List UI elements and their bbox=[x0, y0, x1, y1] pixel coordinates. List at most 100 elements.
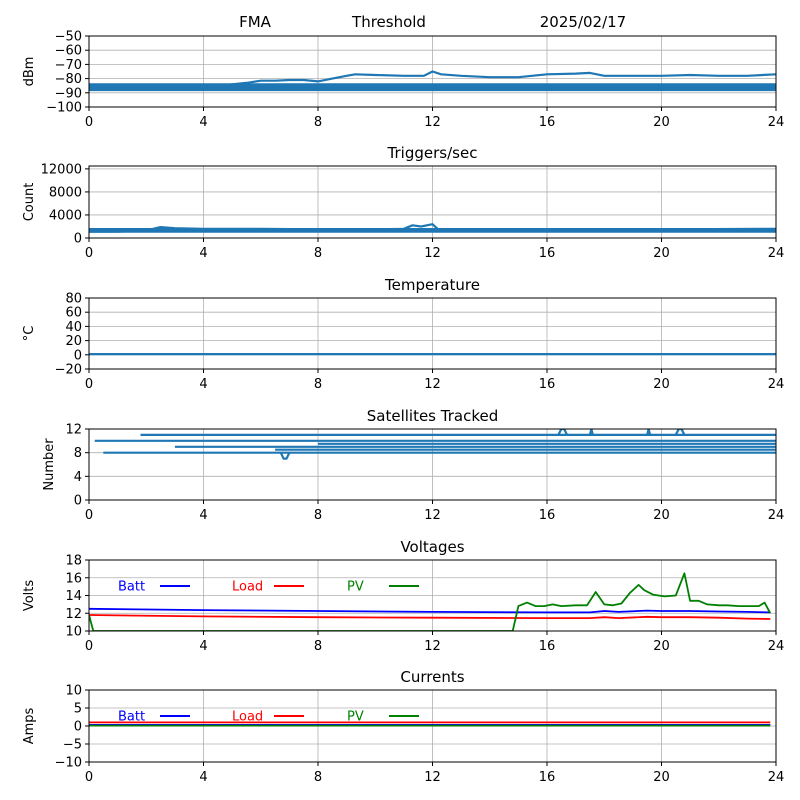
x-tick-label: 8 bbox=[314, 639, 322, 654]
x-tick-label: 0 bbox=[85, 246, 93, 261]
x-tick-label: 16 bbox=[539, 246, 556, 261]
y-tick-label: 0 bbox=[74, 348, 82, 363]
panel-title: Currents bbox=[400, 668, 464, 686]
series-group bbox=[94, 429, 776, 460]
y-tick-label: 80 bbox=[65, 292, 82, 307]
legend-label-batt: Batt bbox=[118, 710, 145, 725]
x-tick-label: 8 bbox=[314, 770, 322, 785]
x-tick-label: 24 bbox=[768, 639, 785, 654]
series-line-10 bbox=[646, 429, 652, 436]
y-tick-label: −80 bbox=[55, 72, 82, 87]
y-tick-label: 0 bbox=[74, 494, 82, 509]
series-group bbox=[89, 721, 771, 727]
x-tick-label: 16 bbox=[539, 115, 556, 130]
series-line-8 bbox=[557, 429, 568, 436]
y-tick-label: −60 bbox=[55, 44, 82, 59]
series-line-batt bbox=[89, 607, 771, 614]
x-tick-label: 4 bbox=[199, 246, 207, 261]
x-tick-label: 20 bbox=[653, 246, 670, 261]
legend-label-batt: Batt bbox=[118, 580, 145, 595]
y-axis-label: °C bbox=[22, 326, 37, 342]
panel-5: 0 4 8 12 16 20 24 10 12 14 16 18 Voltages Volts Batt Lo… bbox=[22, 538, 784, 654]
x-tick-label: 12 bbox=[424, 246, 441, 261]
y-tick-label: 12000 bbox=[41, 162, 82, 177]
y-tick-label: 10 bbox=[65, 625, 82, 640]
series-group bbox=[89, 70, 776, 92]
y-tick-label: 12 bbox=[65, 423, 82, 438]
legend-label-pv: PV bbox=[347, 710, 364, 725]
panel-6: 0 4 8 12 16 20 24 −10 −5 0 5 10 Currents Amps Batt Load… bbox=[22, 668, 784, 785]
y-tick-label: 4000 bbox=[49, 208, 82, 223]
y-tick-label: −10 bbox=[55, 756, 82, 771]
x-tick-label: 20 bbox=[653, 770, 670, 785]
y-tick-label: −50 bbox=[55, 30, 82, 45]
panel-title: Triggers/sec bbox=[387, 144, 478, 162]
legend-label-load: Load bbox=[232, 710, 263, 725]
x-tick-label: 12 bbox=[424, 508, 441, 523]
x-tick-label: 0 bbox=[85, 639, 93, 654]
y-tick-label: 5 bbox=[74, 702, 82, 717]
x-tick-label: 12 bbox=[424, 377, 441, 392]
panel-title: Satellites Tracked bbox=[367, 407, 498, 425]
x-tick-label: 20 bbox=[653, 377, 670, 392]
x-tick-label: 4 bbox=[199, 115, 207, 130]
x-tick-label: 24 bbox=[768, 770, 785, 785]
x-tick-label: 4 bbox=[199, 377, 207, 392]
y-tick-label: −20 bbox=[55, 363, 82, 378]
x-tick-label: 12 bbox=[424, 770, 441, 785]
x-tick-label: 8 bbox=[314, 246, 322, 261]
x-tick-label: 24 bbox=[768, 377, 785, 392]
panel-2: 0 4 8 12 16 20 24 0 4000 8000 12000 Triggers/sec Cou… bbox=[22, 144, 784, 261]
y-tick-label: 18 bbox=[65, 554, 82, 569]
x-tick-label: 4 bbox=[199, 770, 207, 785]
x-tick-label: 0 bbox=[85, 115, 93, 130]
x-tick-label: 20 bbox=[653, 508, 670, 523]
y-tick-label: 8 bbox=[74, 446, 82, 461]
y-axis-label: Volts bbox=[22, 580, 37, 612]
x-tick-label: 8 bbox=[314, 508, 322, 523]
y-axis-label: Number bbox=[42, 438, 57, 491]
x-tick-label: 12 bbox=[424, 115, 441, 130]
y-tick-label: 14 bbox=[65, 589, 82, 604]
y-tick-label: 20 bbox=[65, 334, 82, 349]
x-tick-label: 24 bbox=[768, 246, 785, 261]
y-tick-label: 12 bbox=[65, 607, 82, 622]
x-tick-label: 4 bbox=[199, 639, 207, 654]
legend-label-pv: PV bbox=[347, 580, 364, 595]
y-axis-label: dBm bbox=[22, 57, 37, 87]
header-date: 2025/02/17 bbox=[540, 13, 626, 31]
x-tick-label: 0 bbox=[85, 377, 93, 392]
y-tick-label: −100 bbox=[46, 101, 82, 116]
x-tick-label: 16 bbox=[539, 639, 556, 654]
y-tick-label: −70 bbox=[55, 58, 82, 73]
series-line-11 bbox=[674, 429, 686, 436]
header-site: FMA bbox=[239, 13, 272, 31]
y-tick-label: −5 bbox=[63, 738, 82, 753]
x-tick-label: 12 bbox=[424, 639, 441, 654]
y-tick-label: 40 bbox=[65, 320, 82, 335]
x-tick-label: 8 bbox=[314, 377, 322, 392]
series-line-pv bbox=[89, 572, 772, 631]
y-axis-label: Count bbox=[22, 183, 37, 222]
y-tick-label: 16 bbox=[65, 571, 82, 586]
x-tick-label: 0 bbox=[85, 770, 93, 785]
series-group bbox=[89, 572, 772, 631]
x-tick-label: 24 bbox=[768, 508, 785, 523]
y-tick-label: 10 bbox=[65, 684, 82, 699]
x-tick-label: 8 bbox=[314, 115, 322, 130]
x-tick-label: 20 bbox=[653, 115, 670, 130]
x-tick-label: 24 bbox=[768, 115, 785, 130]
series-group bbox=[89, 223, 776, 233]
y-tick-label: −90 bbox=[55, 86, 82, 101]
panel-title: Temperature bbox=[384, 276, 480, 294]
x-tick-label: 16 bbox=[539, 377, 556, 392]
x-tick-label: 16 bbox=[539, 770, 556, 785]
series-line-load bbox=[89, 614, 771, 620]
y-tick-label: 60 bbox=[65, 306, 82, 321]
x-tick-label: 4 bbox=[199, 508, 207, 523]
series-line-7 bbox=[279, 452, 291, 460]
panel-title: Voltages bbox=[400, 538, 464, 556]
legend-label-load: Load bbox=[232, 580, 263, 595]
